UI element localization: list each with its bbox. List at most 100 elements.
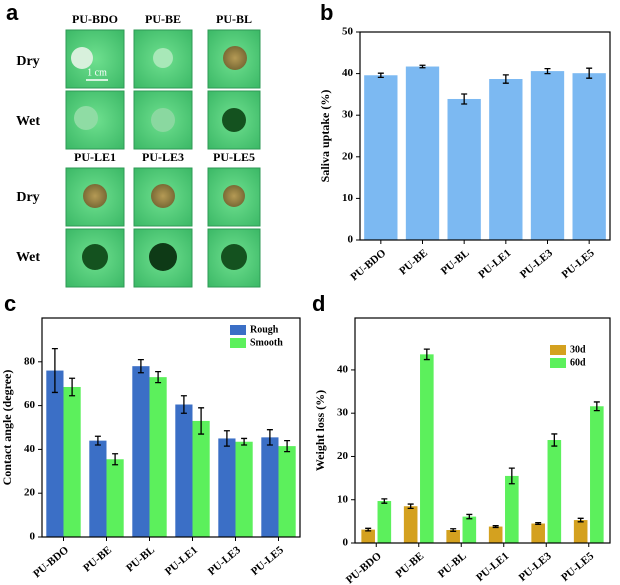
error-bar [51,348,58,394]
y-tick-label: 0 [343,537,349,549]
bar [218,438,236,537]
error-bar [586,67,593,79]
y-tick-label: 50 [342,26,354,38]
bar [403,506,418,543]
bar [462,516,477,543]
x-tick-label: PU-BL [436,550,469,580]
legend-label: Rough [250,324,279,335]
plot-frame [359,31,611,241]
x-tick-label: PU-BDO [344,550,384,585]
panel-label: a [6,0,19,25]
legend-label: Smooth [250,337,283,348]
x-tick-label: PU-LE3 [518,247,556,281]
x-tick-label: PU-LE1 [474,550,511,584]
error-bar [241,437,248,446]
error-bar [544,67,551,75]
error-bar [112,453,119,466]
y-tick-label: 20 [24,487,36,499]
error-bar [266,429,273,446]
error-bar [223,430,230,447]
bar [420,354,434,543]
x-tick-label: PU-LE3 [517,550,555,584]
y-tick-label: 30 [337,407,349,419]
panel-label: b [320,0,333,25]
column-label: PU-BDO [72,12,118,26]
legend-label: 60d [570,357,586,368]
error-bar [407,503,414,510]
x-tick-label: PU-BE [397,247,430,277]
x-tick-label: PU-BL [124,544,157,574]
bar [377,501,392,543]
error-bar [461,93,468,105]
scale-bar-label: 1 cm [87,67,107,78]
y-axis-label: Contact angle (degree) [0,370,14,486]
error-bar [94,435,101,446]
y-tick-label: 0 [30,531,36,543]
bar [447,98,481,240]
y-tick-label: 40 [337,363,349,375]
legend-swatch [230,338,246,348]
error-bar [419,64,426,69]
panel-label: c [4,291,16,316]
y-axis-label: Saliva uptake (%) [318,90,332,183]
bar [235,441,253,537]
legend-swatch [550,358,566,368]
error-bar [198,407,205,435]
bar [405,66,440,240]
bar [488,526,503,543]
column-label: PU-LE1 [74,150,116,164]
legend-label: 30d [570,344,586,355]
bar [278,446,296,537]
row-label: Wet [16,114,40,129]
bar [192,420,210,537]
y-tick-label: 30 [342,109,354,121]
bar [590,406,604,543]
error-bar [69,377,76,397]
x-tick-label: PU-BDO [348,247,388,284]
x-tick-label: PU-BE [393,550,426,580]
x-tick-label: PU-LE3 [206,544,244,578]
bar [261,437,279,537]
y-tick-label: 60 [24,399,36,411]
y-tick-label: 0 [348,234,354,246]
error-bar [450,528,457,532]
bar [364,75,398,240]
error-bar [381,498,388,504]
bar [46,370,64,537]
error-bar [593,401,600,412]
row-label: Wet [16,250,40,265]
bar [63,386,81,537]
error-bar [365,527,372,532]
bar [106,459,124,537]
y-axis-label: Weight loss (%) [313,390,327,471]
error-bar [423,348,430,361]
legend-swatch [230,325,246,335]
bar [132,366,150,537]
x-tick-label: PU-LE1 [163,544,200,578]
bar [149,377,167,537]
error-bar [551,433,558,447]
error-bar [284,439,291,453]
error-bar [577,517,584,523]
row-label: Dry [16,190,39,205]
bar [505,475,519,543]
x-tick-label: PU-BDO [31,544,71,581]
x-tick-label: PU-LE5 [560,247,598,281]
error-bar [508,467,515,485]
error-bar [535,522,542,526]
error-bar [180,395,187,414]
y-tick-label: 80 [24,355,36,367]
bar [89,440,107,537]
column-label: PU-BE [145,12,181,26]
error-bar [492,525,499,529]
photo-panel: a 1 cm PU-BDO PU-BE PU-BL PU-LE1 PU-LE3 … [6,0,261,288]
bar [530,71,565,240]
row-label: Dry [16,54,39,69]
error-bar [155,371,162,384]
chart: c Contact angle (degree) 0 20 40 60 80 PU-BDO PU… [0,291,301,581]
x-tick-label: PU-LE5 [559,550,597,584]
x-tick-label: PU-BE [81,544,114,574]
bar [489,79,523,241]
error-bar [377,72,384,78]
